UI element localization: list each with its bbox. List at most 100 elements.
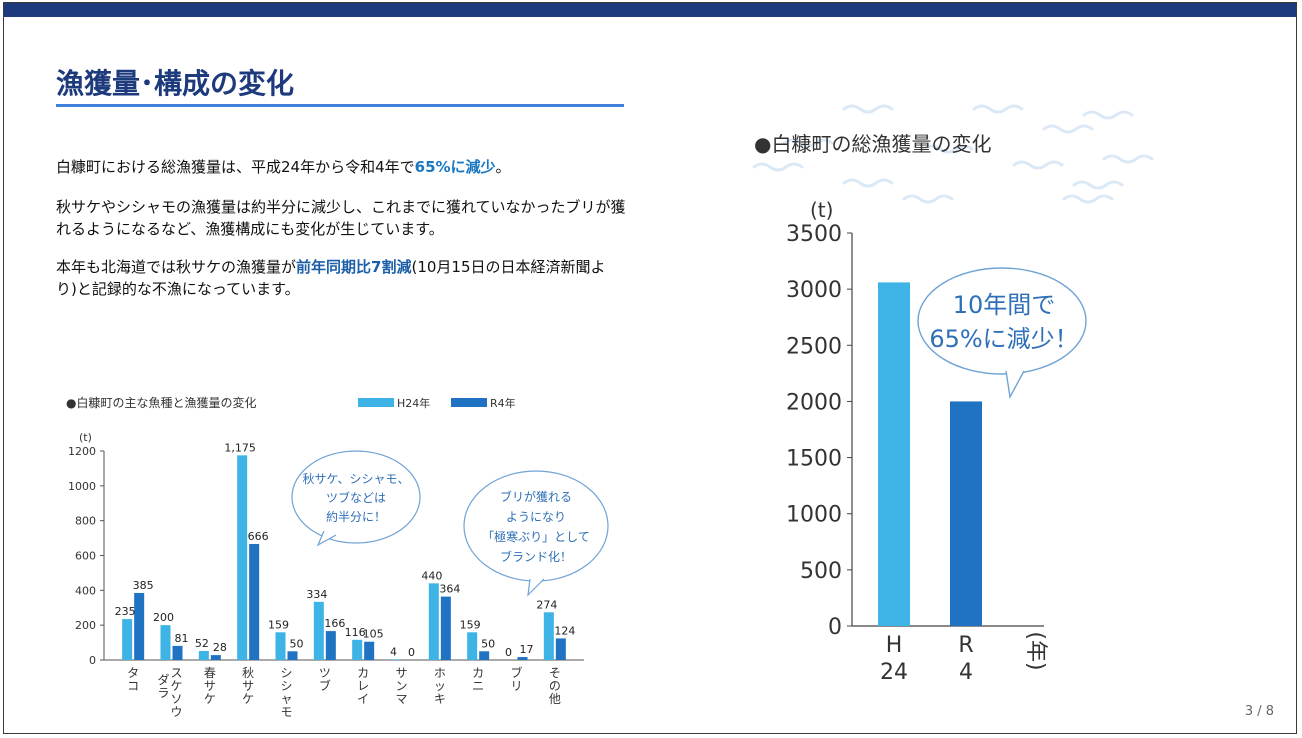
category-label-char: ブ [319,678,331,693]
value-label-h24: 334 [306,588,327,601]
bar-h24-その他 [543,612,554,660]
bar-h24-サンマ [390,659,401,660]
species-catch-chart-svg: ●白糠町の主な魚種と漁獲量の変化 H24年 R4年(t)02004006008001… [66,395,609,719]
category-label-char: ニ [472,679,484,693]
bar-r4-春サケ [210,655,221,660]
category-label-char: ウ [170,705,182,719]
bubble-buri-line: ようになり [506,510,566,524]
category-label-char: タ [127,666,139,680]
legend-label-r4: R4年 [490,396,516,410]
speech-bubble-salmon [291,450,421,544]
bubble-buri-line: ブリが獲れる [500,489,572,504]
category-label-char: の [549,679,561,693]
bar-h24-スケソウダラ [160,625,171,660]
value-label-r4: 666 [248,530,269,543]
category-label-char: レ [357,679,369,693]
value-label-h24: 116 [345,626,366,639]
category-label-char: 4 [959,660,973,685]
bar-r4-シシャモ [287,651,298,660]
bar-h24-ホッキ [428,583,439,660]
wave-mark [902,194,954,204]
total-catch-chart: ●白糠町の総漁獲量の変化 (t) 0 500 1000 1500 2000 2500 3000 3… [744,103,1174,703]
paragraph-salmon: 本年も北海道では秋サケの漁獲量が前年同期比7割減(10月15日の日本経済新聞より… [56,256,626,300]
wave-decoration [752,104,1154,204]
category-label-char: ケ [204,692,216,706]
value-label-h24: 235 [115,605,136,618]
bubble-salmon-line: 約半分に！ [326,509,386,524]
p1-text: 白糠町における総漁獲量は、平成24年から令和4年で [56,158,415,176]
value-label-r4: 28 [213,641,227,654]
category-label-char: ャ [280,692,292,706]
y-tick-label: 2500 [786,334,842,359]
wave-mark [1042,124,1094,134]
category-label-char: サ [242,679,254,693]
category-label-char: 24 [880,660,908,685]
wave-mark [922,144,974,154]
y-tick-label: 0 [828,615,842,640]
bar-h24-ツブ [313,601,324,660]
category-label-char: リ [510,679,522,693]
speech-bubble-tail [1005,370,1025,400]
y-unit-label: (t) [810,198,833,222]
category-label-char: ケ [242,692,254,706]
bar-r4-ブリ [517,657,528,660]
bar-h24-秋サケ [237,455,248,660]
speech-bubble-tail [527,578,545,597]
category-label-char: ス [170,666,182,680]
category-label-char: R [958,633,973,658]
category-label-char: ソ [170,692,182,706]
bubble-salmon-line: ツブなどは [326,490,386,505]
category-label-char: ホ [434,666,446,680]
value-label-r4: 124 [554,624,575,637]
category-label-char: H [886,633,903,658]
y-tick-label: 1500 [786,447,842,472]
p3-end: (10月15日の日本経済新聞より)と記録的な不漁になっています。 [56,258,606,298]
chart-title: ●白糠町の総漁獲量の変化 [754,132,991,156]
speech-bubble-tail [316,530,337,547]
y-tick-label: 800 [75,515,96,528]
bar-r4-その他 [555,638,566,660]
category-label-char: 他 [549,692,561,706]
value-label-h24: 159 [460,618,481,631]
bar-r4-ホッキ [440,596,451,660]
page-number: 3 / 8 [1244,704,1274,719]
bubble-salmon-line: 秋サケ、シシャモ、 [302,472,409,486]
wave-mark [752,162,804,172]
bar-r4-秋サケ [249,544,260,660]
wave-mark [1082,110,1134,120]
value-label-h24: 200 [153,611,174,624]
y-tick-label: 3500 [786,222,842,247]
y-tick-label: 1200 [68,445,96,458]
top-banner [4,3,1296,17]
bar-r4-スケソウダラ [172,645,183,660]
bubble-buri-line: ブランド化！ [500,549,572,564]
category-label-char: イ [357,692,369,706]
wave-mark [842,178,894,188]
wave-mark [1062,194,1114,204]
category-label-char: カ [472,666,484,680]
bubble-total-line: 10年間で [953,291,1056,319]
chart-title: ●白糠町の主な魚種と漁獲量の変化 [66,395,256,410]
bar-R4 [950,401,982,626]
wave-mark [782,138,834,148]
bar-h24-シシャモ [275,632,286,660]
bubble-total-line: 65%に減少！ [929,325,1078,353]
value-label-r4: 17 [520,643,534,656]
y-tick-label: 200 [75,619,96,632]
value-label-h24: 159 [268,618,289,631]
category-label-char: 春 [204,666,216,680]
wave-mark [842,104,894,114]
slide-frame: 漁獲量･構成の変化 白糠町における総漁獲量は、平成24年から令和4年で65%に減… [3,2,1297,734]
category-label-char: ケ [170,679,182,693]
category-label-char: マ [395,692,407,706]
y-tick-label: 400 [75,584,96,597]
bar-r4-カニ [479,651,490,660]
wave-mark [1102,154,1154,164]
category-label-char: ツ [319,666,331,680]
paragraph-total-catch: 白糠町における総漁獲量は、平成24年から令和4年で65%に減少。 [56,156,626,178]
value-label-r4: 0 [408,646,415,659]
category-sub-label-char: ラ [157,686,169,700]
value-label-r4: 364 [439,583,460,596]
species-catch-chart: ●白糠町の主な魚種と漁獲量の変化 H24年 R4年 (t) 0 200 400 600 800 1… [56,381,646,721]
category-label-char: ン [395,679,407,693]
